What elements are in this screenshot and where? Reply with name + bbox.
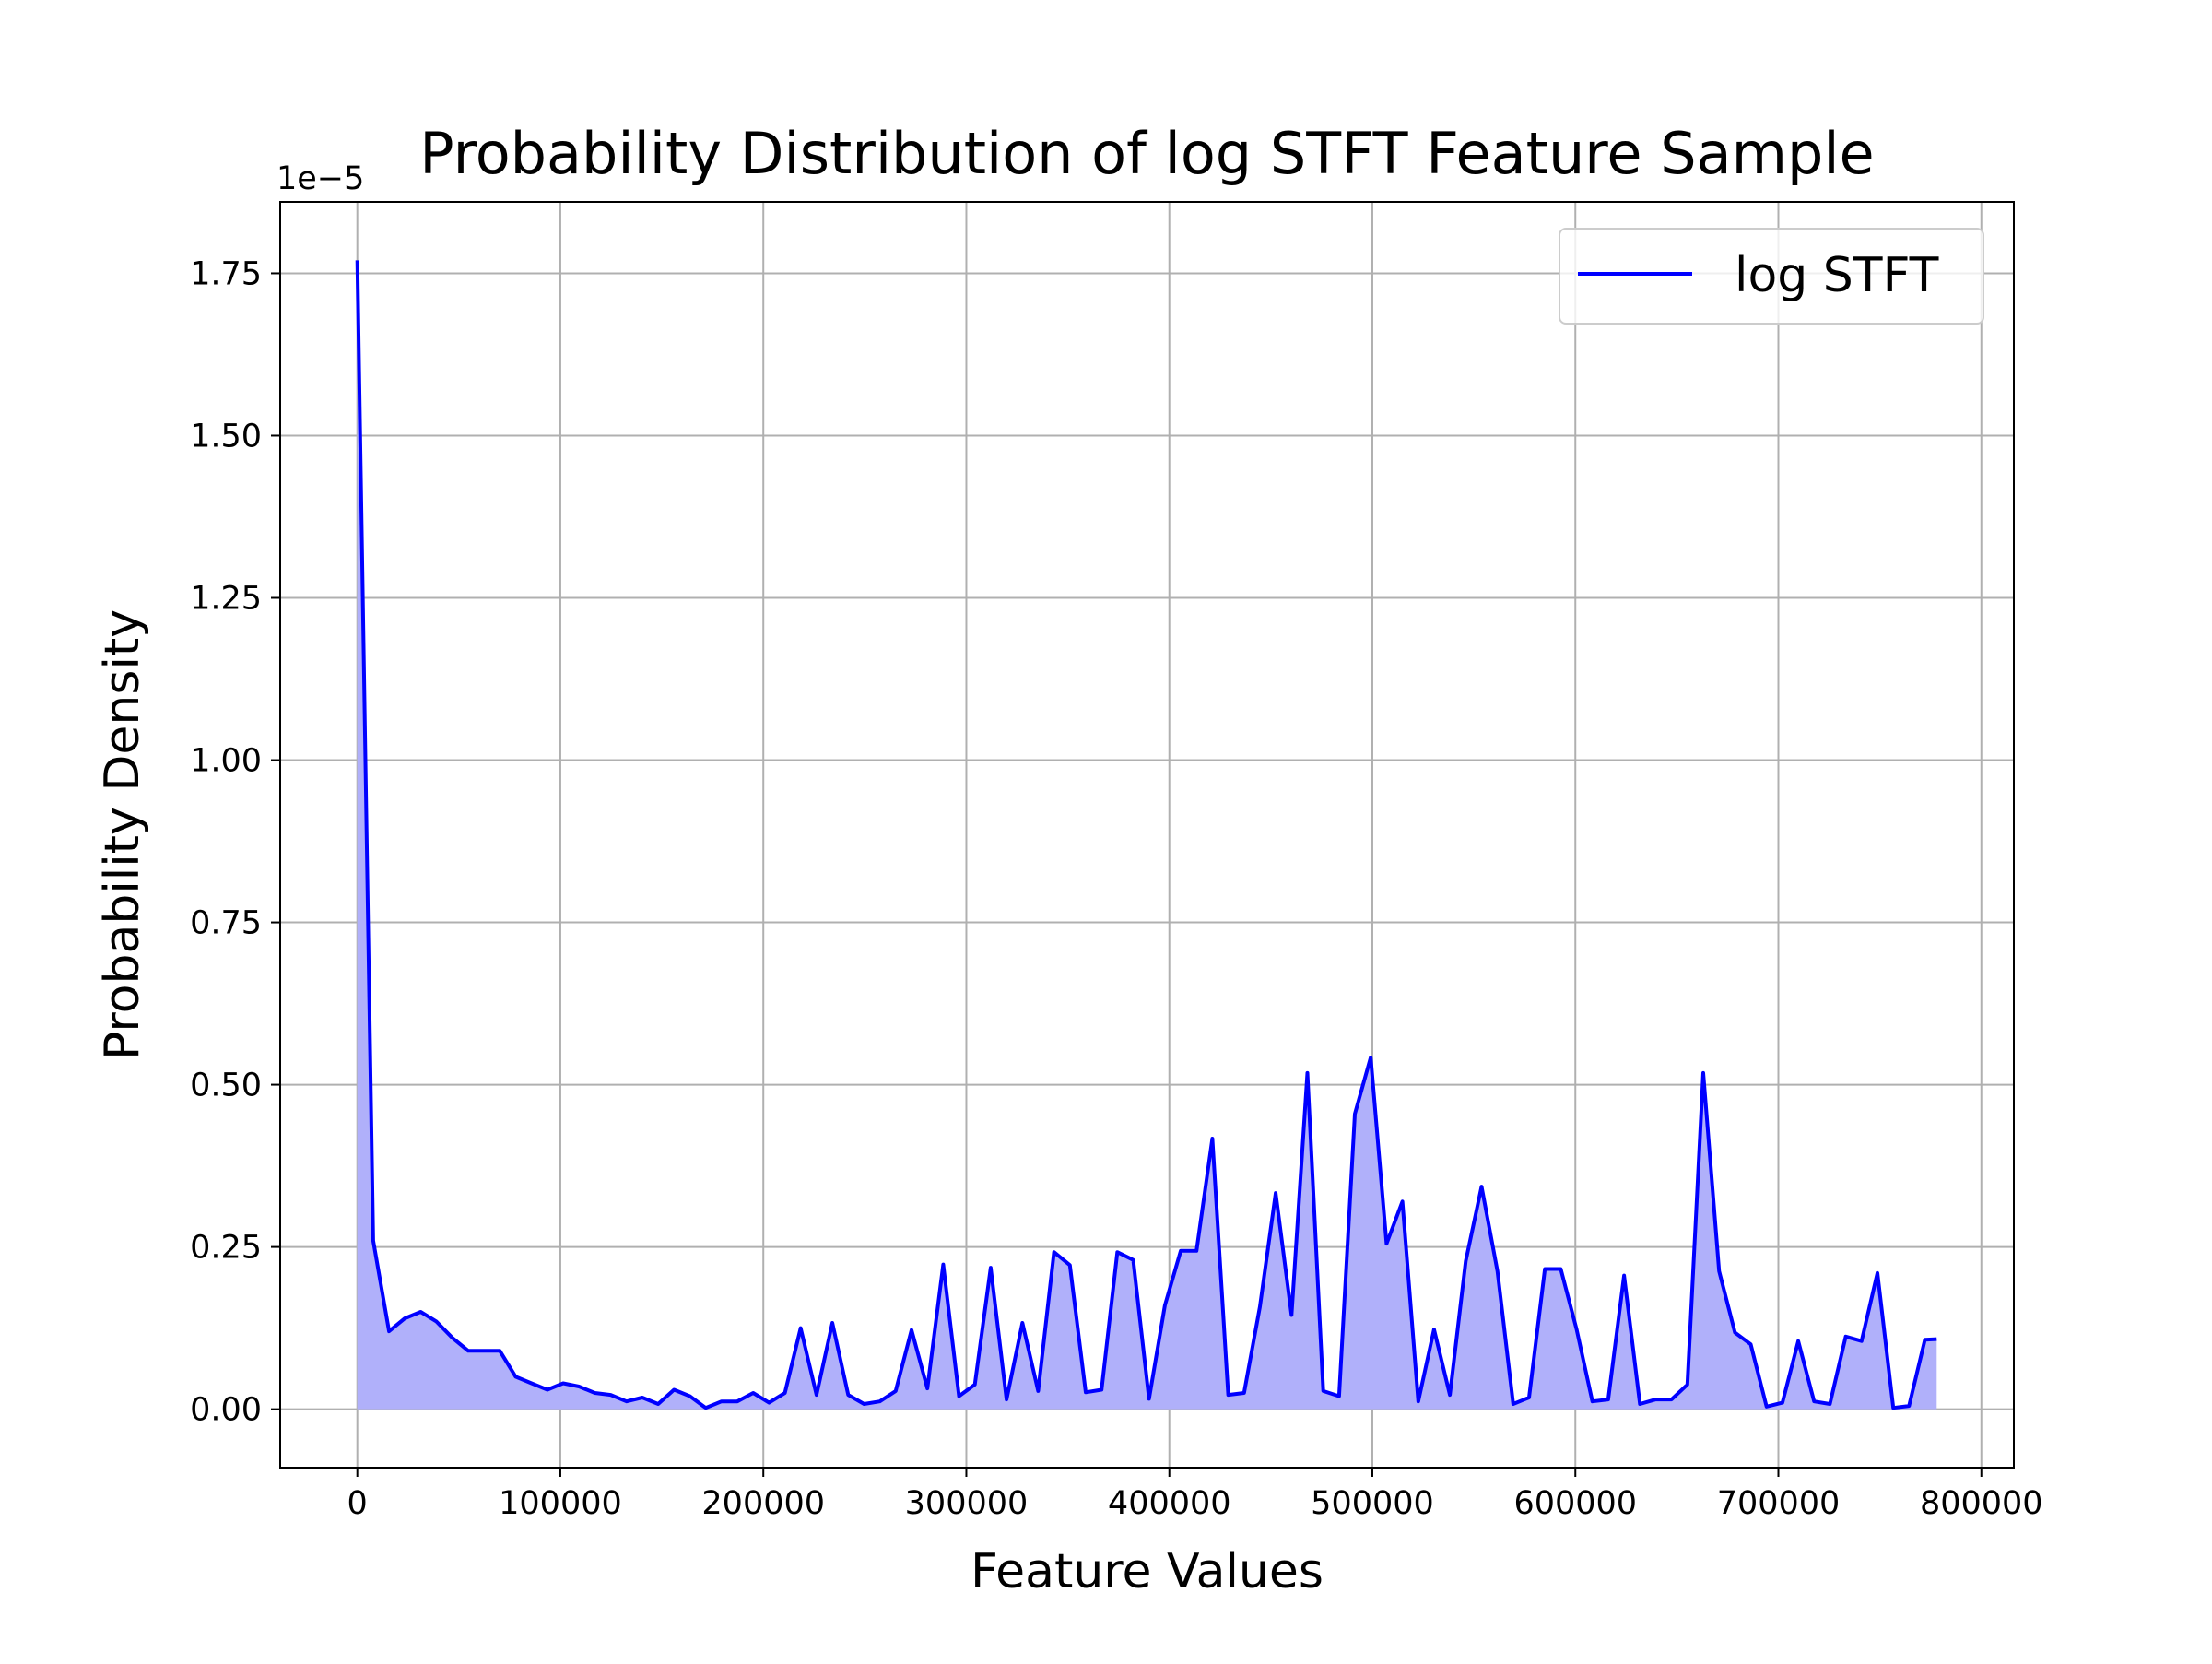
- x-tick-label: 100000: [499, 1485, 622, 1522]
- x-tick-label: 500000: [1311, 1485, 1434, 1522]
- x-tick-label: 800000: [1920, 1485, 2043, 1522]
- legend: log STFT: [1559, 228, 1984, 325]
- y-axis-ticks: 0.00 0.25 0.50 0.75 1.00 1.25 1.50 1.75: [190, 255, 280, 1429]
- y-tick-label: 0.75: [190, 905, 262, 942]
- legend-label-log-stft: log STFT: [1735, 248, 1939, 303]
- y-tick-label: 1.50: [190, 418, 262, 454]
- plot-frame: [279, 201, 2015, 1469]
- y-tick-label: 0.50: [190, 1068, 262, 1104]
- y-tick-label: 1.00: [190, 743, 262, 780]
- chart-title: Probability Distribution of log STFT Fea…: [419, 120, 1874, 187]
- y-tick-label: 1.75: [190, 255, 262, 292]
- y-tick-label: 1.25: [190, 581, 262, 618]
- x-tick-label: 300000: [905, 1485, 1029, 1522]
- x-axis-ticks: 0 100000 200000 300000 400000 500000 600000 700…: [347, 1468, 2043, 1522]
- legend-box: [1559, 228, 1984, 325]
- x-tick-label: 200000: [701, 1485, 825, 1522]
- x-axis-label: Feature Values: [971, 1544, 1324, 1599]
- x-tick-label: 700000: [1717, 1485, 1841, 1522]
- x-tick-label: 400000: [1108, 1485, 1231, 1522]
- grid: [280, 202, 2014, 1468]
- x-tick-label: 600000: [1513, 1485, 1637, 1522]
- series-line-log-stft: [355, 260, 1937, 1410]
- y-tick-label: 0.25: [190, 1230, 262, 1267]
- y-tick-label: 0.00: [190, 1392, 262, 1429]
- x-tick-label: 0: [347, 1485, 368, 1522]
- series-line-layer: [355, 260, 1937, 1410]
- y-axis-label: Probability Density: [95, 609, 150, 1060]
- y-axis-offset-label: 1e−5: [276, 160, 364, 197]
